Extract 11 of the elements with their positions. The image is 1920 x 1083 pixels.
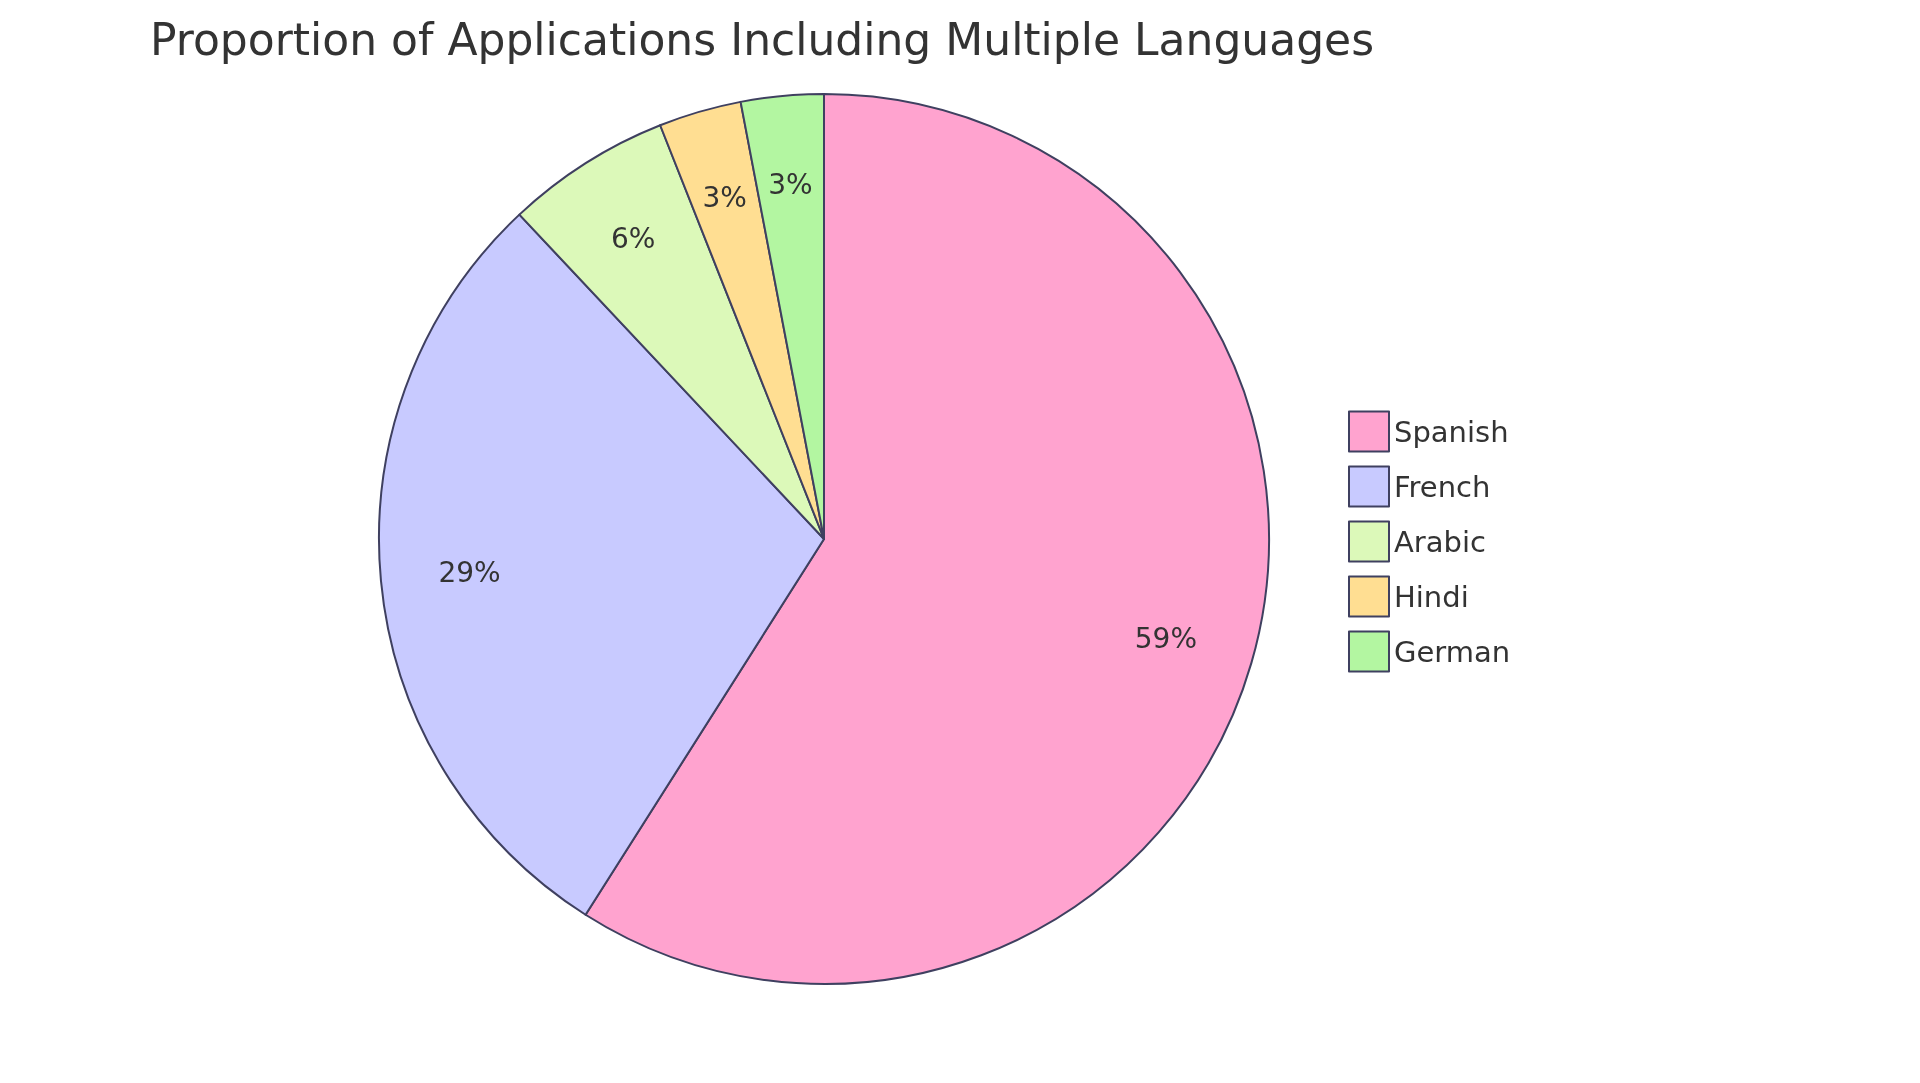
data-label: 3% [702, 180, 747, 214]
legend-label: German [1394, 634, 1511, 669]
data-label: 6% [611, 221, 656, 255]
legend-label: Hindi [1394, 579, 1469, 614]
data-label: 3% [768, 168, 813, 202]
legend-label: French [1394, 469, 1491, 504]
data-label: 59% [1134, 621, 1197, 655]
chart-title: Proportion of Applications Including Multiple Languages [150, 13, 1375, 65]
legend-label: Spanish [1394, 414, 1509, 449]
data-label: 29% [438, 556, 501, 589]
legend-label: Arabic [1394, 524, 1486, 559]
